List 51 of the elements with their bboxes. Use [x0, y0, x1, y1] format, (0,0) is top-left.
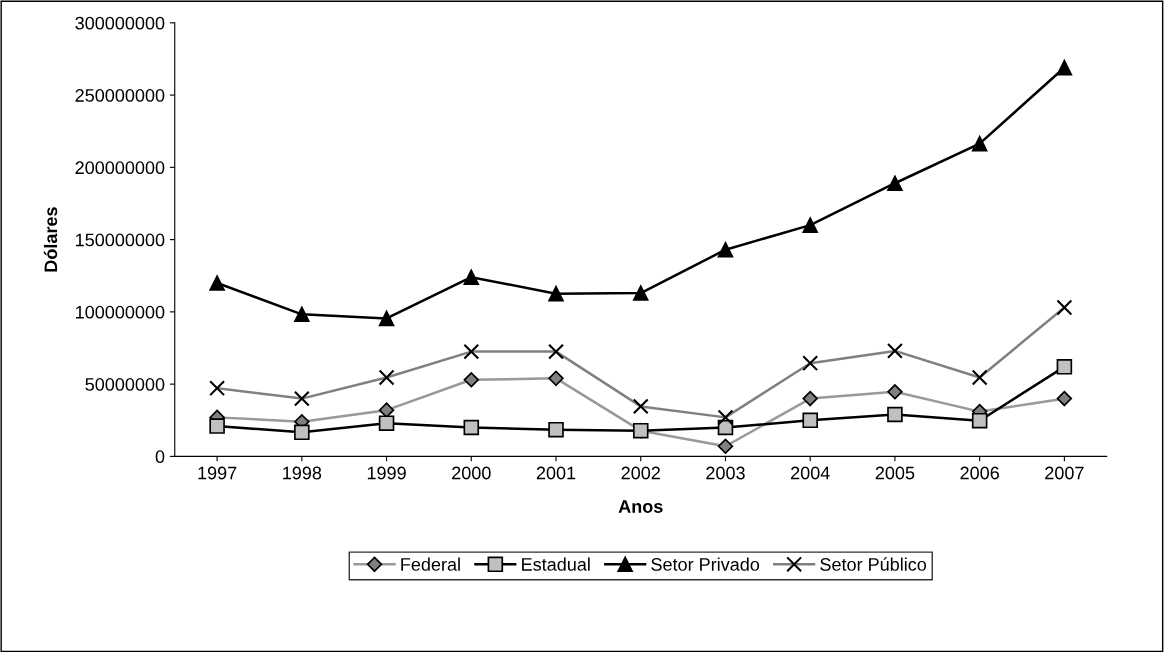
point	[548, 421, 564, 438]
point	[717, 241, 734, 258]
point	[971, 135, 988, 152]
x-tick-label: 1997	[198, 466, 237, 480]
x-axis-title: Anos	[618, 500, 663, 513]
point	[1056, 59, 1073, 76]
x-tick-label: 2007	[1045, 466, 1084, 480]
y-tick-label: 200000000	[75, 161, 165, 175]
y-tick-label: 300000000	[75, 16, 165, 30]
legend-label: Setor Privado	[651, 557, 760, 571]
y-tick-label: 50000000	[85, 378, 165, 391]
legend-label: Setor Público	[820, 557, 927, 571]
point	[294, 424, 310, 441]
point	[294, 306, 310, 323]
y-tick-label: 250000000	[75, 89, 165, 102]
point	[548, 285, 564, 302]
y-tick-label: 150000000	[76, 233, 165, 247]
x-tick-label: 1998	[283, 466, 322, 480]
point	[1056, 390, 1073, 407]
x-tick-label: 1999	[367, 466, 406, 480]
x-tick-label: 2001	[536, 466, 576, 480]
x-tick-label: 2002	[621, 466, 660, 480]
x-tick-label: 2000	[452, 466, 491, 480]
point	[378, 415, 395, 431]
point	[209, 275, 225, 291]
point	[548, 370, 564, 387]
x-tick-label: 2005	[875, 466, 915, 480]
point	[887, 384, 903, 400]
point	[378, 310, 395, 327]
y-tick-label: 0	[155, 450, 165, 464]
point	[887, 175, 903, 192]
point	[802, 412, 818, 429]
legend-label: Federal	[401, 557, 460, 571]
x-tick-label: 2004	[791, 466, 830, 480]
legend-label: Estadual	[522, 557, 590, 571]
point	[463, 372, 480, 388]
point	[632, 285, 649, 301]
y-axis-title: Dólares	[43, 207, 58, 272]
point	[887, 406, 903, 423]
point	[802, 390, 818, 407]
y-tick-label: 100000000	[76, 305, 165, 319]
point	[1056, 359, 1073, 375]
point	[463, 269, 480, 285]
point	[378, 402, 395, 418]
point	[802, 217, 818, 233]
x-tick-label: 2003	[706, 466, 745, 480]
point	[717, 438, 734, 454]
point	[463, 419, 480, 436]
point	[209, 418, 225, 434]
x-tick-label: 2006	[960, 466, 999, 480]
point	[971, 412, 988, 429]
